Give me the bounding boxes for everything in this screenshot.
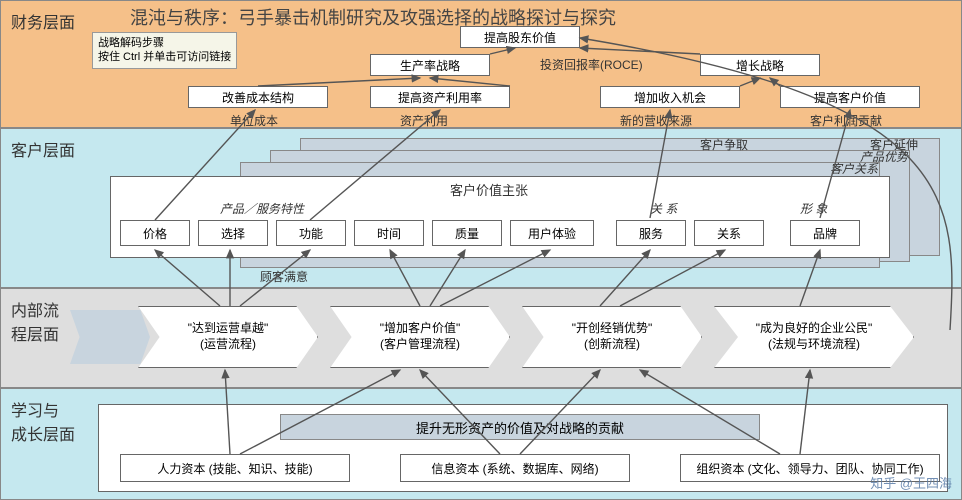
- tooltip-box: 战略解码步骤 按住 Ctrl 并单击可访问链接: [92, 32, 237, 69]
- int-p4b: (法规与环境流程): [768, 337, 860, 351]
- fin-m4: 客户利润贡献: [810, 112, 882, 129]
- watermark: 知乎 @王四海: [870, 473, 952, 492]
- fin-rev: 增加收入机会: [600, 86, 740, 108]
- learn-c2: 信息资本 (系统、数据库、网络): [400, 454, 630, 482]
- cust-b7: 服务: [616, 220, 686, 246]
- fin-m1: 单位成本: [230, 112, 278, 129]
- fin-asset: 提高资产利用率: [370, 86, 510, 108]
- tooltip-l2: 按住 Ctrl 并单击可访问链接: [98, 50, 231, 64]
- cust-b9: 品牌: [790, 220, 860, 246]
- int-p1a: "达到运营卓越": [188, 321, 269, 335]
- int-p4a: "成为良好的企业公民": [756, 321, 873, 335]
- cust-h3: 形 象: [800, 200, 827, 217]
- fin-m3: 新的营收来源: [620, 112, 692, 129]
- int-p2a: "增加客户价值": [380, 321, 461, 335]
- label-internal: 内部流程层面: [11, 297, 59, 345]
- label-customer: 客户层面: [11, 137, 75, 161]
- cust-b8: 关系: [694, 220, 764, 246]
- int-p3a: "开创经销优势": [572, 321, 653, 335]
- cust-b1: 价格: [120, 220, 190, 246]
- int-p1b: (运营流程): [200, 337, 256, 351]
- int-p2b: (客户管理流程): [380, 337, 460, 351]
- int-p4: "成为良好的企业公民" (法规与环境流程): [714, 306, 914, 368]
- cust-s1: 客户争取: [700, 136, 748, 153]
- label-learning: 学习与成长层面: [11, 397, 75, 445]
- label-finance: 财务层面: [11, 9, 75, 33]
- cust-h2: 关 系: [650, 200, 677, 217]
- fin-growth: 增长战略: [700, 54, 820, 76]
- tooltip-l1: 战略解码步骤: [98, 36, 231, 50]
- cust-s4: 客户延伸: [870, 136, 918, 153]
- fin-val: 提高客户价值: [780, 86, 920, 108]
- int-p3b: (创新流程): [584, 337, 640, 351]
- cust-s3: 客户关系: [830, 160, 878, 177]
- fin-roce: 投资回报率(ROCE): [540, 56, 643, 73]
- int-p3: "开创经销优势" (创新流程): [522, 306, 702, 368]
- learn-banner: 提升无形资产的价值及对战略的贡献: [280, 414, 760, 440]
- cust-sat: 顾客满意: [260, 268, 308, 285]
- cust-b6: 用户体验: [510, 220, 594, 246]
- cust-prop: 客户价值主张: [450, 180, 528, 199]
- page-title: 混沌与秩序：弓手暴击机制研究及攻强选择的战略探讨与探究: [130, 4, 616, 30]
- cust-h1: 产品／服务特性: [220, 200, 304, 217]
- int-p2: "增加客户价值" (客户管理流程): [330, 306, 510, 368]
- cust-b5: 质量: [432, 220, 502, 246]
- int-p1: "达到运营卓越" (运营流程): [138, 306, 318, 368]
- fin-cost: 改善成本结构: [188, 86, 328, 108]
- cust-b2: 选择: [198, 220, 268, 246]
- cust-b4: 时间: [354, 220, 424, 246]
- cust-b3: 功能: [276, 220, 346, 246]
- learn-c1: 人力资本 (技能、知识、技能): [120, 454, 350, 482]
- fin-m2: 资产利用: [400, 112, 448, 129]
- fin-prod: 生产率战略: [370, 54, 490, 76]
